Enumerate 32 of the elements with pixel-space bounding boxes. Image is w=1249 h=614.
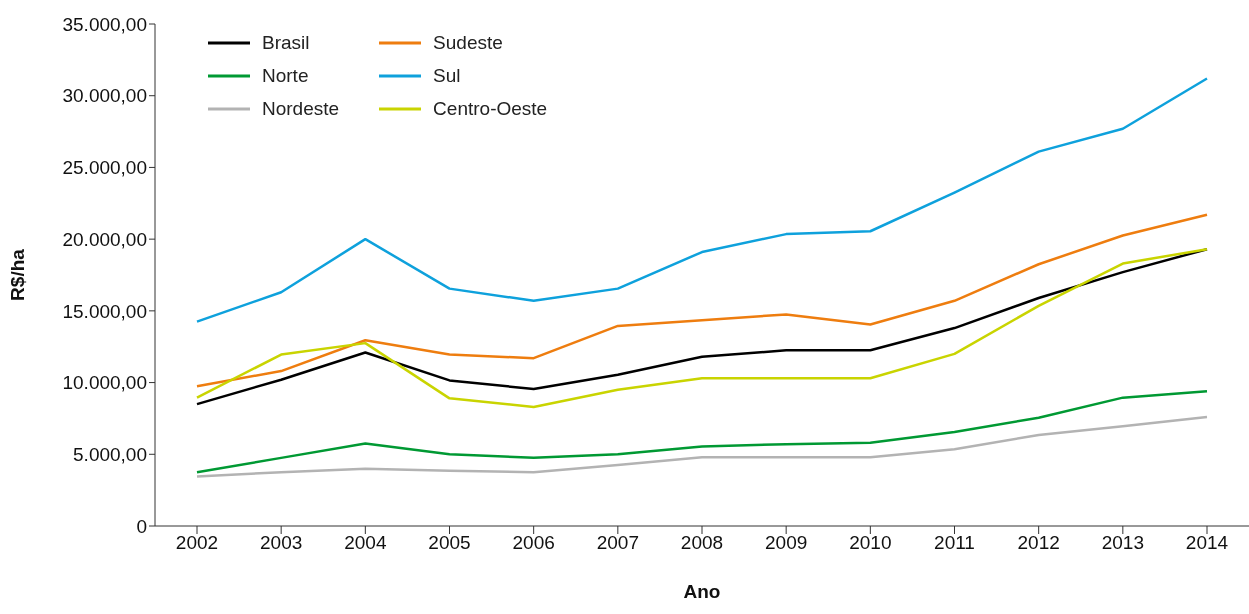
y-tick-label: 15.000,00 [62, 300, 147, 322]
x-tick-label: 2010 [849, 532, 892, 554]
y-axis-title: R$/ha [6, 248, 28, 301]
legend-label: Brasil [262, 31, 310, 54]
y-tick-label: 30.000,00 [62, 85, 147, 107]
x-tick-label: 2014 [1185, 532, 1229, 554]
line-series [195, 415, 1209, 478]
legend-label: Nordeste [262, 97, 340, 120]
x-tick-label: 2006 [512, 532, 555, 554]
y-tick-label: 35.000,00 [62, 13, 147, 35]
x-tick-label: 2012 [1017, 532, 1060, 554]
y-tick-label: 5.000,00 [73, 444, 147, 466]
legend-label: Centro-Oeste [433, 97, 548, 120]
y-tick-label: 20.000,00 [62, 228, 147, 250]
x-tick-label: 2002 [175, 532, 219, 554]
line-series [195, 213, 1209, 388]
x-tick-label: 2013 [1101, 532, 1144, 554]
x-tick-label: 2004 [344, 532, 387, 554]
legend-label: Sul [433, 64, 461, 87]
x-tick-label: 2007 [596, 532, 639, 554]
line-series [195, 389, 1209, 474]
x-tick-label: 2003 [260, 532, 303, 554]
legend-label: Norte [262, 64, 309, 87]
x-axis-title: Ano [683, 581, 721, 602]
x-tick-label: 2009 [765, 532, 808, 554]
legend-label: Sudeste [433, 31, 503, 54]
y-tick-label: 10.000,00 [62, 372, 147, 394]
x-tick-label: 2005 [428, 532, 471, 554]
x-tick-label: 2011 [934, 532, 975, 554]
y-tick-label: 25.000,00 [62, 157, 147, 179]
y-tick-label: 0 [136, 515, 147, 537]
x-tick-label: 2008 [680, 532, 724, 554]
